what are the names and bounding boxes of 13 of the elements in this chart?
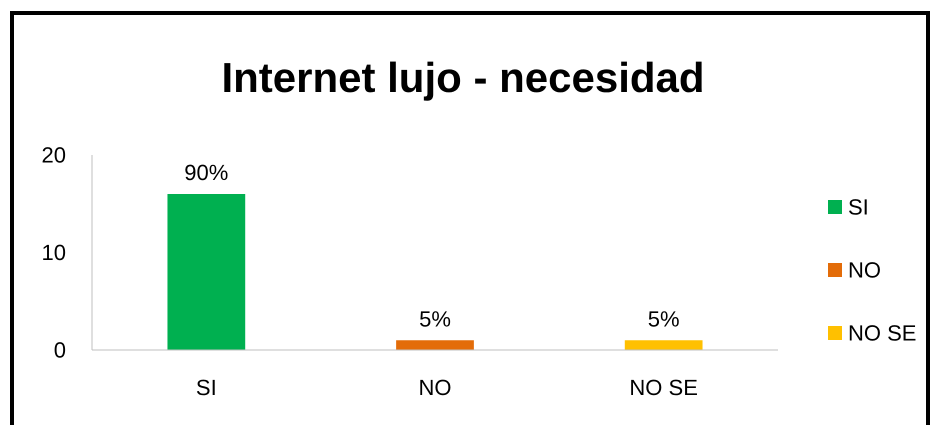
x-tick-label: SI <box>196 375 217 400</box>
y-tick-label: 10 <box>42 240 66 266</box>
legend-label: SI <box>848 194 869 220</box>
y-tick-label: 20 <box>42 142 66 168</box>
legend-label: NO <box>848 258 881 283</box>
annotation: 90% <box>184 160 228 185</box>
y-tick-label: 0 <box>54 338 66 363</box>
annotation: 5% <box>648 306 680 332</box>
x-tick-label: NO SE <box>629 375 698 400</box>
legend-label: NO SE <box>848 320 916 346</box>
chart-title: Internet lujo - necesidad <box>221 54 705 101</box>
annotation: 5% <box>419 306 451 332</box>
x-tick-label: NO <box>418 375 452 400</box>
